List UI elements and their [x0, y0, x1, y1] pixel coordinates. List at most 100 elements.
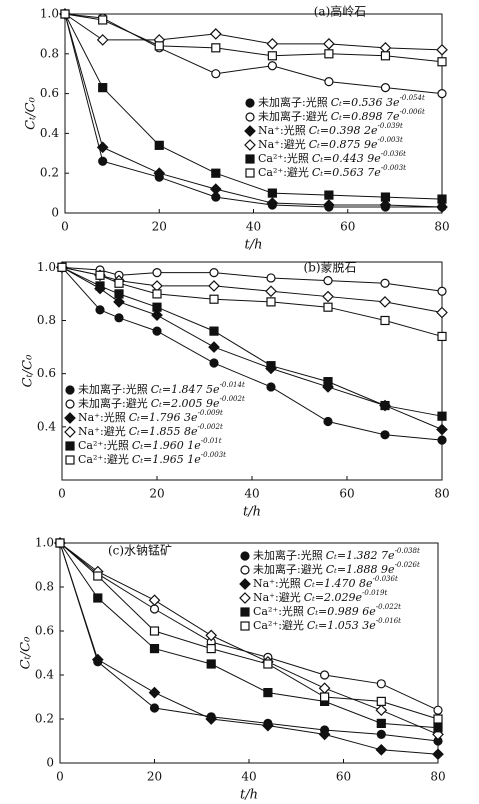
series-line: [64, 13, 443, 51]
legend-entry: Ca²⁺:光照 Cₜ=1.960 1e-0.01t: [78, 437, 222, 452]
series-line: [64, 13, 443, 200]
y-tick-label: 0.6: [37, 366, 56, 380]
data-point: [318, 728, 331, 741]
data-point: [93, 593, 103, 603]
data-point: [318, 682, 331, 695]
data-point: [95, 270, 105, 280]
data-point: [263, 659, 273, 669]
y-tick-label: 0.2: [40, 166, 59, 180]
data-point: [152, 302, 162, 312]
legend-fit: Cₜ=0.875 9e: [309, 138, 378, 151]
x-axis-label: t/h: [240, 788, 258, 801]
data-point: [323, 38, 335, 50]
legend-fit: Cₜ=2.005 9e: [151, 397, 220, 410]
data-point: [266, 361, 276, 371]
data-point: [323, 377, 333, 387]
data-point: [95, 281, 105, 291]
data-point: [152, 326, 162, 336]
data-point: [151, 309, 163, 322]
y-tick-label: 0.8: [35, 580, 54, 594]
x-tick-label: 60: [339, 487, 354, 501]
data-point: [267, 61, 277, 71]
y-tick-label: 0.8: [37, 313, 56, 327]
data-point: [323, 199, 335, 211]
series-line: [64, 13, 442, 208]
data-point: [437, 88, 447, 99]
legend-fit-exponent: -0.006t: [400, 108, 425, 116]
data-point: [114, 278, 124, 288]
data-point: [376, 718, 386, 729]
series-line: [59, 542, 439, 720]
legend-fit-exponent: -0.022t: [376, 603, 401, 611]
legend-fit-exponent: -0.01t: [201, 437, 222, 445]
data-point: [380, 315, 390, 326]
legend-fit-exponent: -0.002t: [220, 395, 245, 403]
legend-marker: [64, 426, 76, 438]
data-point: [55, 538, 65, 548]
data-point: [320, 670, 330, 680]
legend-name: 未加离子:光照: [253, 548, 323, 562]
series-line: [64, 13, 443, 95]
legend-marker: [239, 592, 251, 604]
legend-entry: Ca²⁺:避光 Cₜ=1.053 3e-0.016t: [253, 617, 401, 632]
legend-name: 未加离子:避光: [258, 109, 328, 123]
legend-fit: Cₜ=0.536 3e: [331, 96, 400, 109]
legend-fit-exponent: -0.003t: [381, 164, 406, 172]
y-tick-label: 0.4: [40, 126, 59, 140]
legend-entry: Ca²⁺:光照 Cₜ=0.989 6e-0.022t: [253, 603, 401, 618]
legend-marker: [245, 154, 255, 164]
data-point: [324, 77, 334, 87]
data-point: [323, 276, 333, 286]
legend-fit: Cₜ=1.847 5e: [151, 383, 220, 396]
y-tick-label: 0: [51, 206, 59, 220]
series-line: [59, 542, 439, 735]
legend-fit: Cₜ=1.960 1e: [132, 439, 201, 452]
data-point: [266, 38, 279, 50]
data-point: [323, 416, 333, 427]
x-tick-label: 20: [152, 220, 167, 234]
legend-entry: Ca²⁺:光照 Cₜ=0.443 9e-0.036t: [258, 150, 406, 165]
x-tick-label: 0: [61, 220, 69, 234]
data-point: [436, 201, 448, 213]
legend-entry: Ca²⁺:避光 Cₜ=1.965 1e-0.003t: [78, 451, 226, 466]
data-point: [263, 687, 273, 698]
chart-panel: 0 20 40 60 80 0.4 0.6 0.8 1.0 t/h Cₜ/C₀ (b)蒙脱石未加离子:…: [21, 260, 450, 520]
legend-entry: 未加离子:避光 Cₜ=0.898 7e-0.006t: [258, 108, 425, 123]
data-point: [267, 51, 277, 61]
legend-entry: 未加离子:光照 Cₜ=1.847 5e-0.014t: [78, 381, 245, 396]
legend-fit-exponent: -0.003t: [378, 136, 403, 144]
legend-marker: [239, 578, 251, 590]
x-axis-label: t/h: [245, 238, 263, 253]
legend-fit: Cₜ=0.563 7e: [312, 166, 381, 179]
legend-entry: 未加离子:避光 Cₜ=2.005 9e-0.002t: [78, 395, 245, 410]
legend-name: Na⁺:避光: [78, 424, 126, 438]
legend-fit-exponent: -0.054t: [400, 94, 425, 102]
y-tick-label: 0.8: [40, 46, 59, 60]
data-point: [375, 704, 388, 717]
x-tick-label: 40: [246, 220, 261, 234]
legend-fit: Cₜ=1.382 7e: [326, 549, 395, 562]
y-tick-label: 1.0: [40, 7, 59, 21]
legend-fit: Cₜ=1.470 8e: [304, 577, 373, 590]
x-tick-label: 0: [58, 487, 66, 501]
x-tick-label: 20: [147, 770, 162, 784]
data-point: [437, 411, 447, 421]
data-point: [95, 305, 105, 315]
legend-fit: Cₜ=1.965 1e: [132, 453, 201, 466]
legend-name: 未加离子:光照: [78, 382, 148, 396]
legend-fit: Cₜ=2.029e: [304, 591, 363, 604]
legend-entry: Na⁺:避光 Cₜ=2.029e-0.019t: [253, 589, 387, 604]
legend-entry: Ca²⁺:避光 Cₜ=0.563 7e-0.003t: [258, 164, 406, 179]
legend-fit-exponent: -0.003t: [201, 451, 226, 459]
data-point: [376, 696, 386, 707]
data-point: [436, 423, 448, 436]
legend-entry: Na⁺:避光 Cₜ=0.875 9e-0.003t: [258, 136, 403, 151]
legend-name: Na⁺:光照: [258, 123, 306, 137]
data-point: [148, 686, 161, 699]
y-tick-label: 0.2: [35, 712, 54, 726]
series-line: [64, 13, 443, 208]
data-point: [211, 43, 221, 53]
chart-panel: 0 20 40 60 80 0 0.2 0.4 0.6 0.8 1.0 t/h Cₜ/C₀ (c)水钠锰矿…: [19, 536, 446, 803]
data-point: [437, 286, 447, 296]
x-tick-label: 80: [430, 770, 445, 784]
